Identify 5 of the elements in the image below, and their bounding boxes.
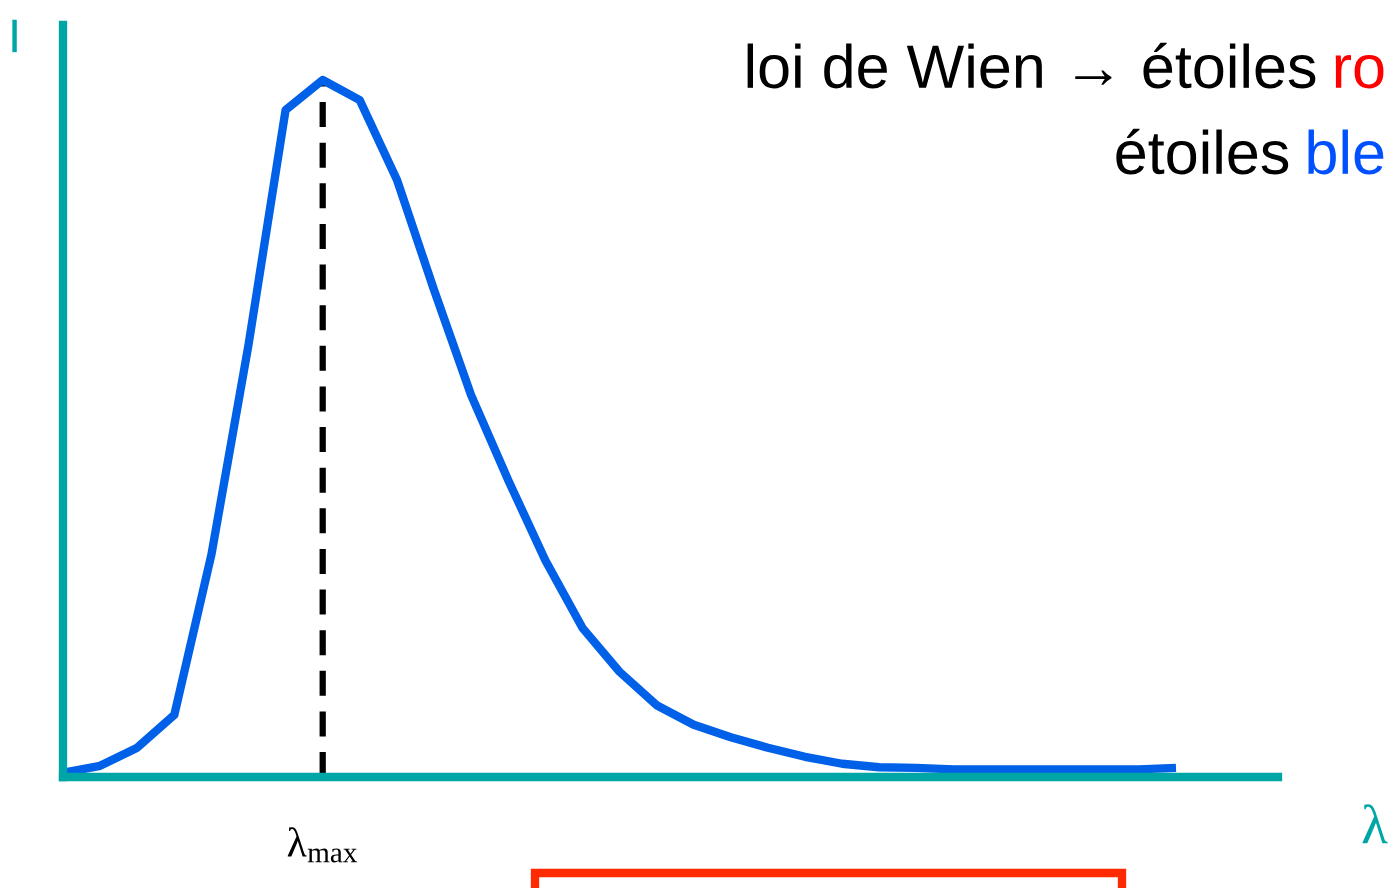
- chart-title: loi de Wien → étoiles ro: [747, 42, 1384, 89]
- y-axis-title: I: [12, 19, 17, 53]
- text: λ$_{max}$: [287, 827, 358, 863]
- x-axis-title: λ: [1362, 804, 1388, 844]
- text: étoiles ble: [1116, 128, 1384, 175]
